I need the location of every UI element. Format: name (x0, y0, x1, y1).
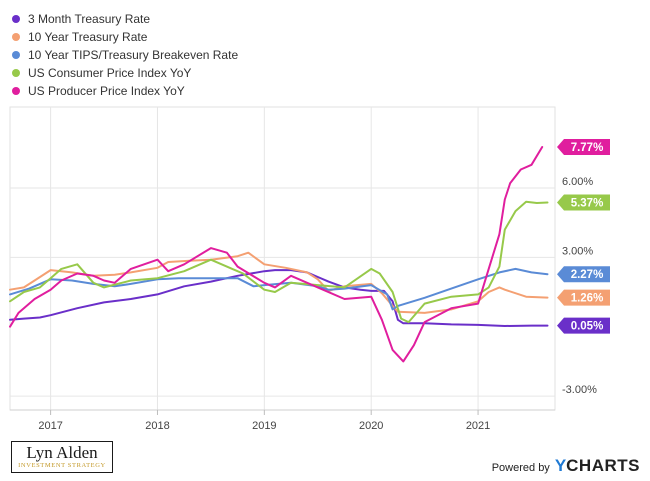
legend-swatch (12, 51, 20, 59)
value-tag (557, 194, 610, 211)
value-tag (557, 266, 610, 283)
x-tick-label: 2017 (38, 420, 62, 432)
legend-swatch (12, 87, 20, 95)
legend-item[interactable]: 10 Year Treasury Rate (12, 28, 238, 46)
y-tick-label: 6.00% (562, 176, 593, 188)
value-tag-label: 1.26% (571, 293, 604, 305)
y-tick-label: -3.00% (562, 384, 597, 396)
legend-swatch (12, 15, 20, 23)
powered-by-label: Powered by (491, 462, 550, 474)
value-tag-label: 0.05% (571, 321, 604, 333)
value-tag (557, 317, 610, 334)
x-tick-label: 2021 (466, 420, 490, 432)
legend-label: US Producer Price Index YoY (28, 84, 185, 98)
y-tick-label: 3.00% (562, 245, 593, 257)
value-tag (557, 139, 610, 156)
legend-label: 10 Year Treasury Rate (28, 30, 148, 44)
legend-label: 10 Year TIPS/Treasury Breakeven Rate (28, 48, 239, 62)
series-line (9, 200, 549, 324)
lyn-alden-logo: Lyn Alden INVESTMENT STRATEGY (11, 441, 113, 473)
logo-subtitle: INVESTMENT STRATEGY (18, 462, 106, 469)
value-tag-label: 2.27% (571, 269, 604, 281)
series-line (9, 251, 549, 314)
legend-label: 3 Month Treasury Rate (28, 12, 151, 26)
legend-item[interactable]: US Consumer Price Index YoY (12, 64, 238, 82)
x-tick-label: 2018 (145, 420, 169, 432)
legend-item[interactable]: 10 Year TIPS/Treasury Breakeven Rate (12, 46, 238, 64)
x-tick-label: 2019 (252, 420, 276, 432)
plot-frame (9, 106, 556, 411)
ycharts-logo-text: CHARTS (566, 456, 640, 475)
value-tag-label: 5.37% (571, 198, 604, 210)
value-tag-label: 7.77% (571, 142, 604, 154)
legend-swatch (12, 69, 20, 77)
legend-item[interactable]: US Producer Price Index YoY (12, 82, 238, 100)
logo-name: Lyn Alden (26, 443, 98, 462)
series-line (9, 146, 544, 363)
powered-by-ycharts[interactable]: Powered by Y CHARTS (492, 456, 640, 476)
legend-swatch (12, 33, 20, 41)
legend-item[interactable]: 3 Month Treasury Rate (12, 10, 238, 28)
ycharts-logo-y: Y (554, 456, 567, 475)
x-tick-label: 2020 (359, 420, 383, 432)
legend-label: US Consumer Price Index YoY (28, 66, 192, 80)
legend: 3 Month Treasury Rate 10 Year Treasury Ra… (12, 10, 238, 100)
value-tag (557, 289, 610, 306)
